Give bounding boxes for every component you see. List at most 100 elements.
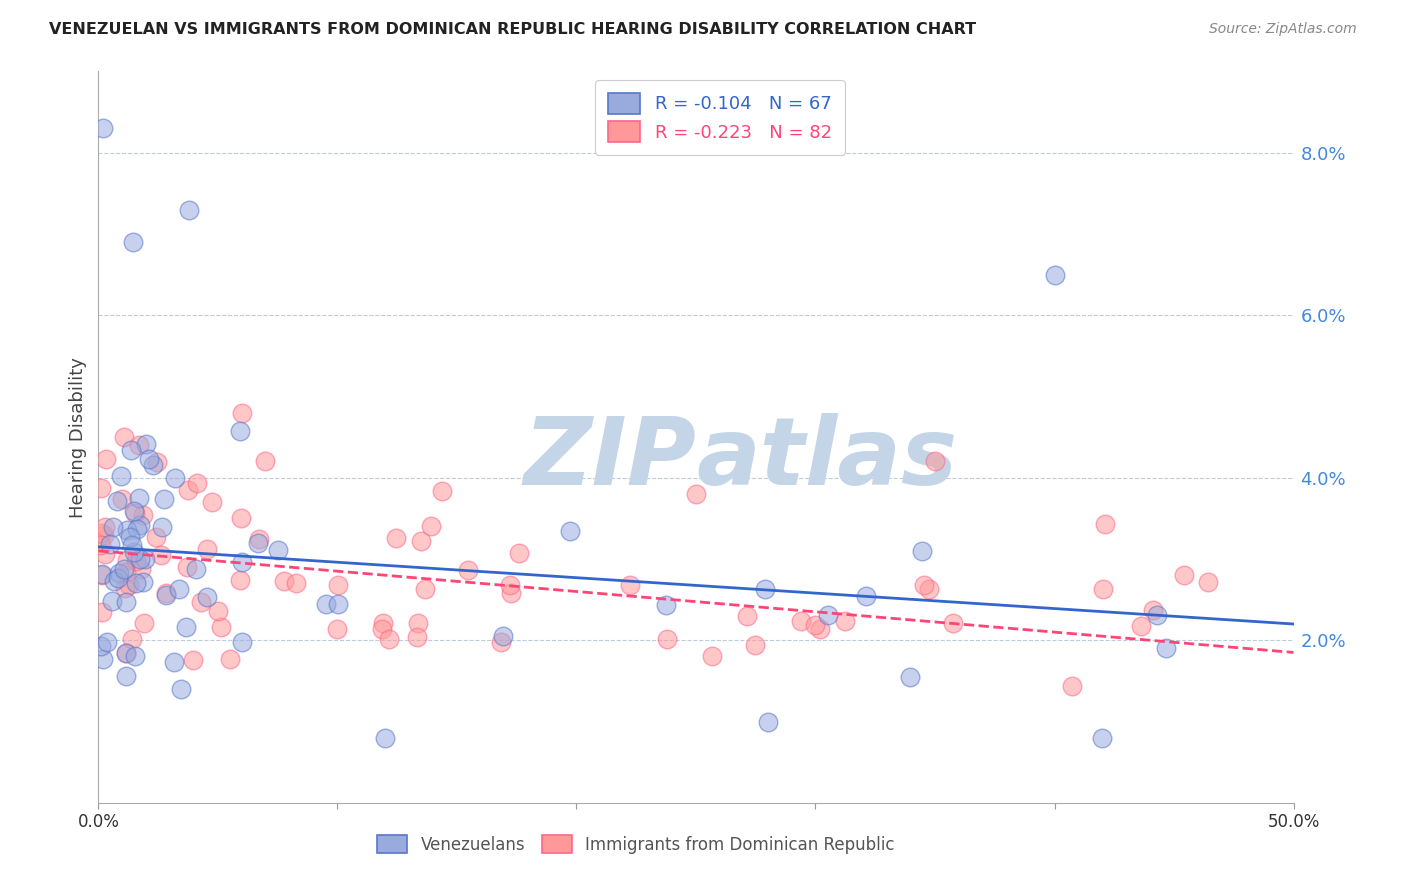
Point [326,622,349,636]
Point [207,604,229,618]
Point [229,574,252,588]
Point [155,586,177,600]
Point [413,582,436,597]
Point [405,630,427,644]
Point [273,574,295,588]
Point [184,562,207,576]
Point [163,655,186,669]
Point [1146,607,1168,622]
Point [266,543,288,558]
Point [1091,582,1114,596]
Point [657,632,679,646]
Point [122,235,145,249]
Point [457,563,479,577]
Point [125,554,148,568]
Point [1197,574,1219,589]
Legend: Venezuelans, Immigrants from Dominican Republic: Venezuelans, Immigrants from Dominican R… [371,829,901,860]
Point [898,670,921,684]
Point [118,578,141,592]
Point [420,519,443,533]
Point [149,548,172,562]
Point [924,454,946,468]
Point [112,430,135,444]
Point [115,523,138,537]
Point [90,568,112,582]
Point [128,438,150,452]
Point [111,492,134,507]
Point [685,487,707,501]
Y-axis label: Hearing Disability: Hearing Disability [69,357,87,517]
Point [110,468,132,483]
Point [231,406,253,420]
Point [90,639,112,653]
Point [406,616,429,631]
Point [371,616,394,631]
Point [107,571,129,585]
Point [508,546,530,560]
Point [942,615,965,630]
Point [253,454,276,468]
Point [756,714,779,729]
Point [655,598,678,612]
Point [145,530,167,544]
Point [183,653,205,667]
Point [328,578,350,592]
Point [1043,268,1066,282]
Point [101,594,124,608]
Point [201,495,224,509]
Point [91,121,114,136]
Text: ZIP: ZIP [523,413,696,505]
Point [492,629,515,643]
Point [1062,679,1084,693]
Point [114,669,136,683]
Point [174,620,197,634]
Point [1142,603,1164,617]
Point [146,455,169,469]
Point [128,491,150,505]
Point [115,646,138,660]
Point [101,520,124,534]
Point [177,483,200,498]
Point [134,552,156,566]
Point [789,614,811,628]
Point [115,565,138,579]
Point [129,561,152,575]
Point [124,545,146,559]
Point [142,458,165,472]
Point [186,475,208,490]
Point [560,524,582,538]
Point [90,481,112,495]
Point [153,492,176,507]
Point [385,531,408,545]
Point [91,652,114,666]
Point [229,424,252,438]
Point [918,582,941,597]
Point [817,608,839,623]
Point [128,517,150,532]
Point [1129,618,1152,632]
Point [735,609,758,624]
Point [94,452,117,467]
Point [177,202,200,217]
Point [489,635,512,649]
Point [1091,731,1114,745]
Point [499,578,522,592]
Point [744,639,766,653]
Point [619,578,641,592]
Text: Source: ZipAtlas.com: Source: ZipAtlas.com [1209,22,1357,37]
Point [105,494,128,508]
Point [98,536,121,550]
Point [247,532,270,546]
Point [120,443,142,458]
Point [700,648,723,663]
Point [90,525,112,540]
Point [855,589,877,603]
Point [911,544,934,558]
Point [155,588,177,602]
Point [124,506,146,520]
Point [209,619,232,633]
Point [190,595,212,609]
Point [152,519,174,533]
Point [409,534,432,549]
Point [167,582,190,596]
